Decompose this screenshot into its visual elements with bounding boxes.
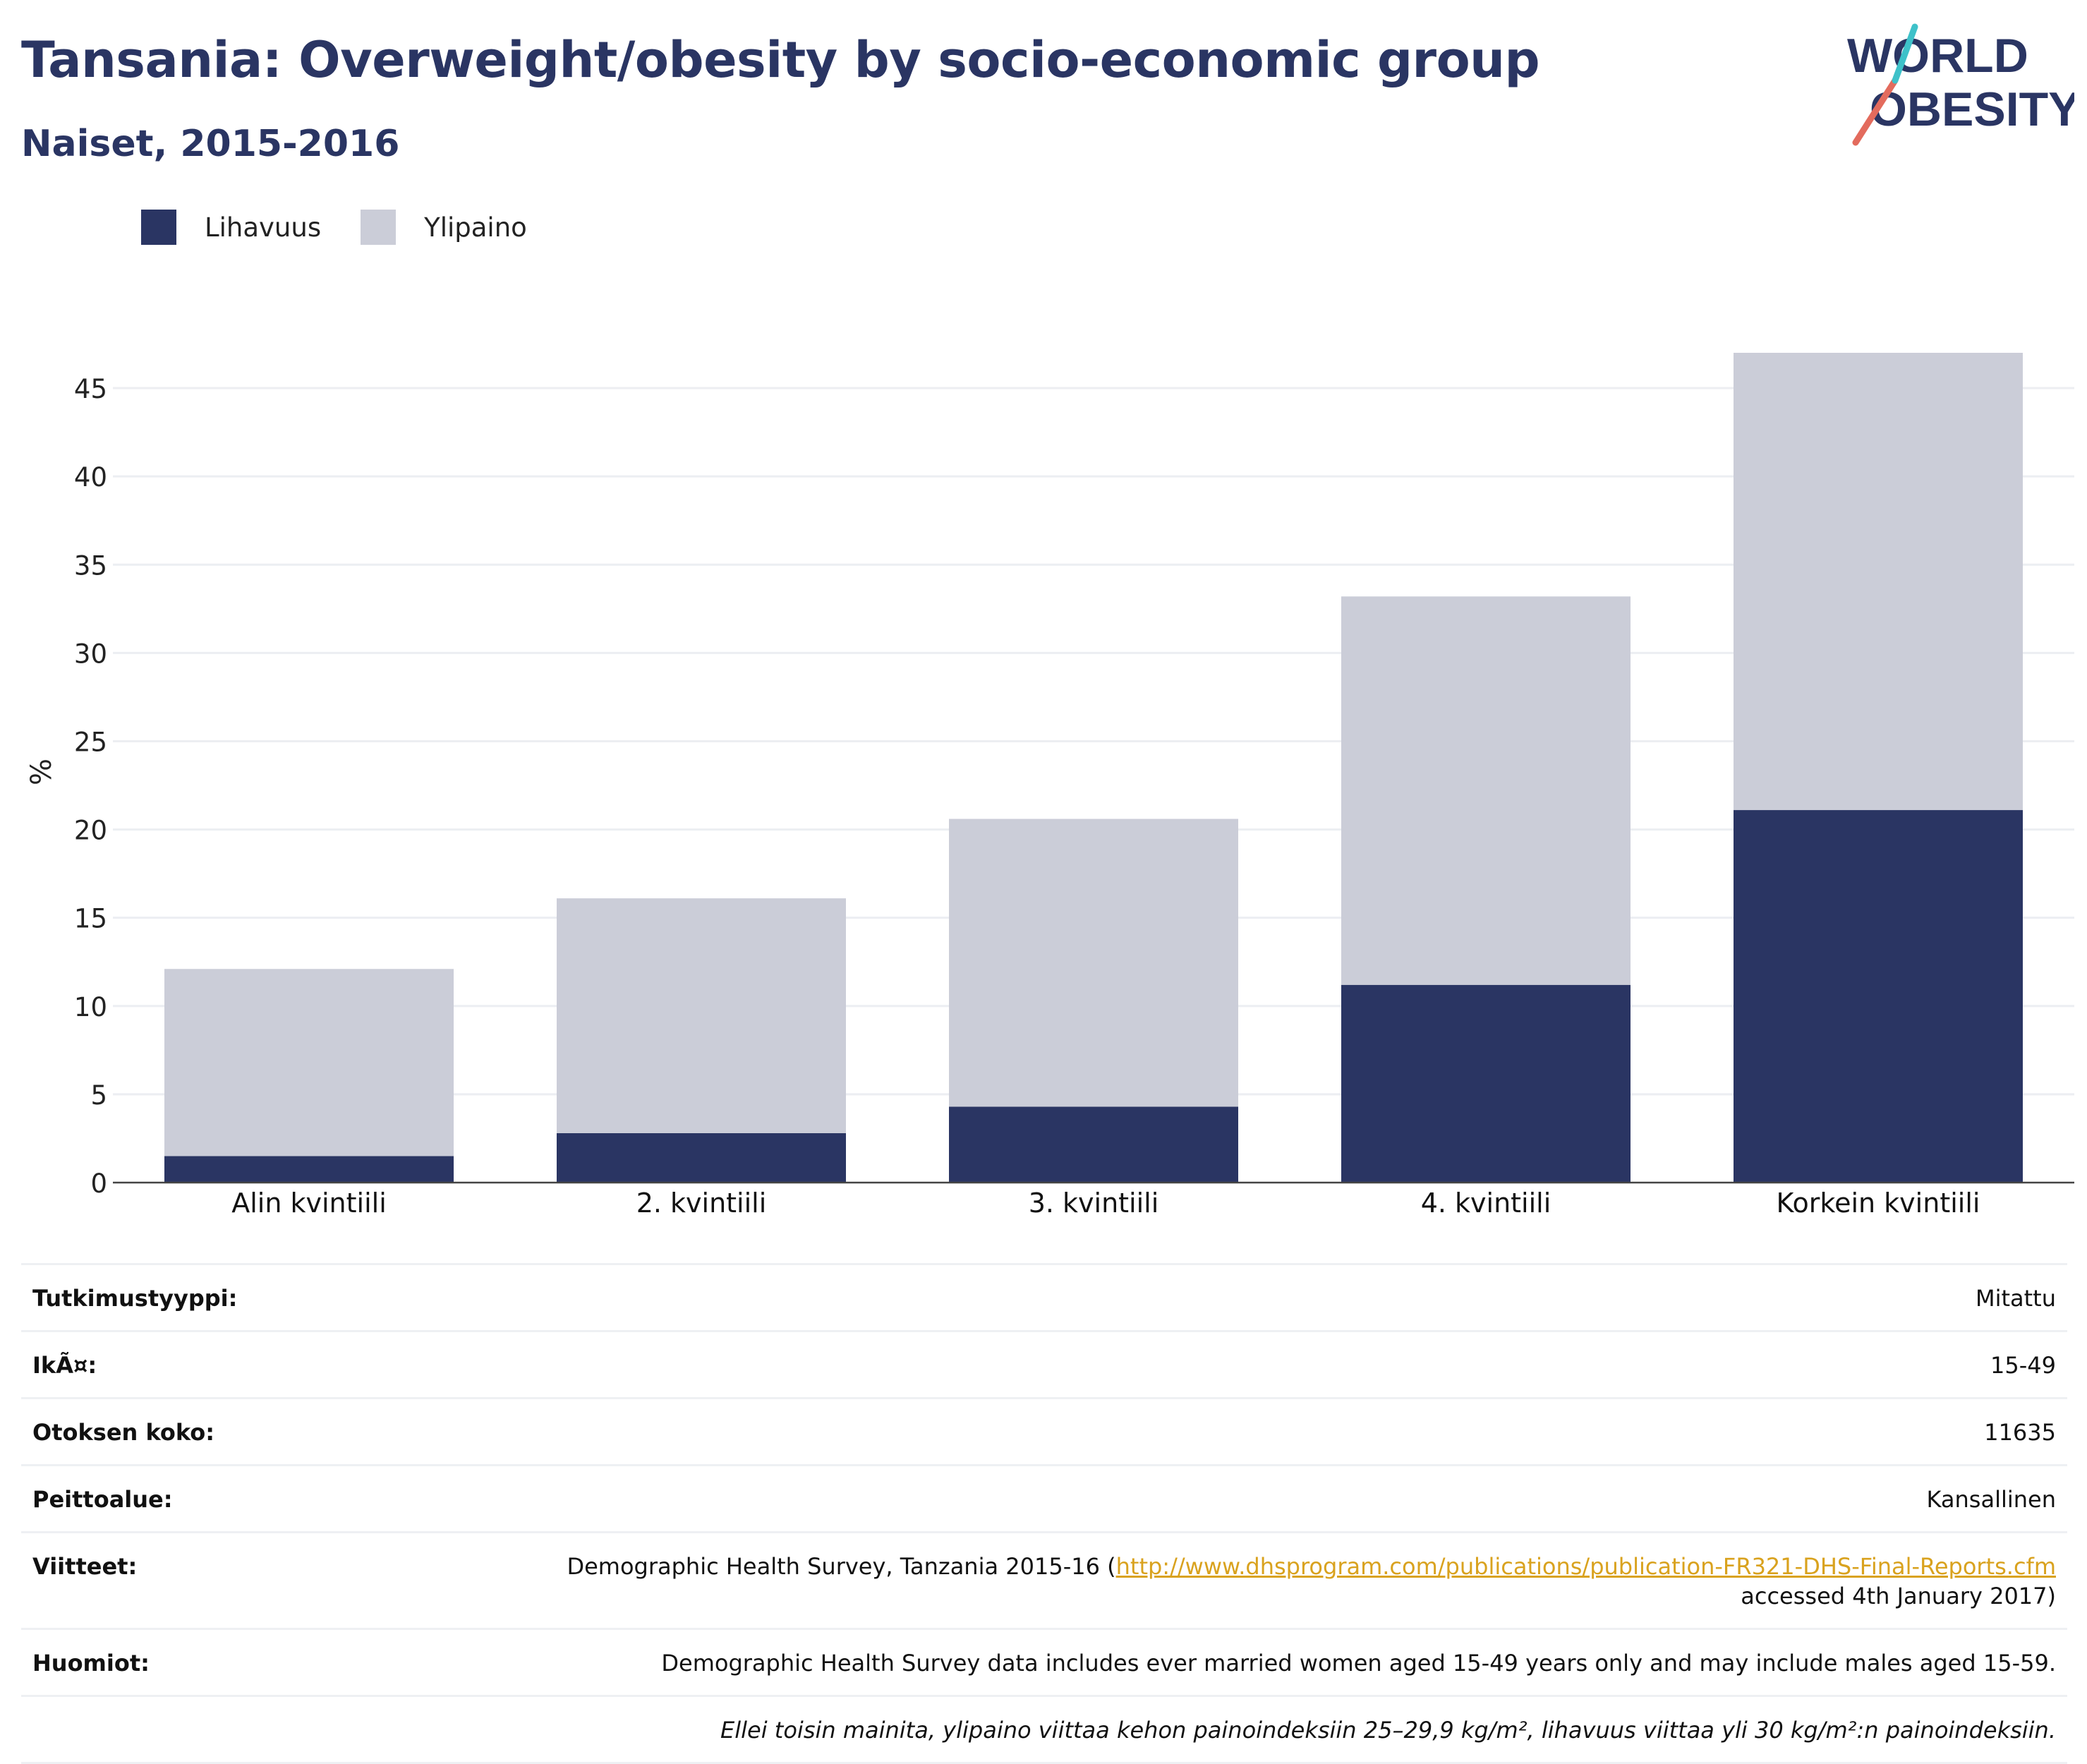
bar-overweight — [1341, 596, 1631, 985]
x-tick-label: 3. kvintiili — [1029, 1188, 1159, 1219]
reference-link[interactable]: http://www.dhsprogram.com/publications/p… — [1115, 1553, 2056, 1580]
meta-row-coverage: Peittoalue: Kansallinen — [21, 1466, 2067, 1533]
footnote: Ellei toisin mainita, ylipaino viittaa k… — [720, 1717, 2056, 1744]
y-tick-label: 15 — [74, 904, 107, 934]
bar-obesity — [557, 1132, 846, 1183]
meta-key: Otoksen koko: — [32, 1419, 215, 1446]
bar-obesity — [1341, 984, 1631, 1183]
bar-obesity — [1734, 810, 2023, 1183]
bar-overweight — [949, 818, 1238, 1107]
x-tick-labels: Alin kvintiili 2. kvintiili 3. kvintiili 4.… — [231, 1188, 1980, 1219]
chart-subtitle: Naiset, 2015-2016 — [21, 123, 400, 165]
x-tick-label: Alin kvintiili — [231, 1188, 387, 1219]
logo-text-obesity: OBESITY — [1870, 83, 2074, 136]
bar-overweight — [1734, 353, 2023, 811]
reference-text: Demographic Health Survey, Tanzania 2015… — [567, 1553, 1116, 1580]
y-tick-labels: 0 5 10 15 20 25 30 35 40 45 — [74, 374, 107, 1199]
meta-value: 15-49 — [1990, 1352, 2056, 1379]
chart-title: Tansania: Overweight/obesity by socio-ec… — [21, 31, 1540, 89]
bar-obesity — [164, 1156, 454, 1183]
stacked-bar-chart: 0 5 10 15 20 25 30 35 40 45 Alin kvintiili 2. kvin… — [25, 353, 2074, 1219]
y-tick-label: 20 — [74, 816, 107, 846]
meta-key: Peittoalue: — [32, 1486, 173, 1513]
legend-item-overweight[interactable]: Ylipaino — [361, 210, 527, 245]
logo-text-world: WORLD — [1847, 29, 2028, 83]
meta-value-references: Demographic Health Survey, Tanzania 2015… — [567, 1552, 2056, 1611]
world-obesity-logo: WORLD OBESITY — [1847, 23, 2074, 146]
meta-row-sample-size: Otoksen koko: 11635 — [21, 1399, 2067, 1466]
y-axis-label: % — [25, 759, 58, 785]
legend-swatch-overweight — [361, 210, 397, 245]
bar-overweight — [164, 969, 454, 1156]
x-tick-label: Korkein kvintiili — [1777, 1188, 1980, 1219]
meta-value: Kansallinen — [1926, 1486, 2056, 1513]
meta-key: IkÃ¤: — [32, 1352, 97, 1379]
logo-slash-red — [1852, 77, 1899, 146]
y-tick-label: 25 — [74, 727, 107, 757]
y-tick-label: 35 — [74, 550, 107, 581]
meta-value: Demographic Health Survey data includes … — [661, 1650, 2056, 1677]
meta-row-footnote: Ellei toisin mainita, ylipaino viittaa k… — [21, 1697, 2067, 1764]
reference-accessed: accessed 4th January 2017) — [1741, 1583, 2056, 1609]
meta-row-study-type: Tutkimustyyppi: Mitattu — [21, 1265, 2067, 1332]
y-tick-label: 5 — [90, 1080, 107, 1111]
meta-key: Huomiot: — [32, 1650, 150, 1677]
chart-legend: Lihavuus Ylipaino — [141, 209, 567, 246]
meta-row-references: Viitteet: Demographic Health Survey, Tan… — [21, 1533, 2067, 1630]
meta-row-notes: Huomiot: Demographic Health Survey data … — [21, 1630, 2067, 1697]
legend-swatch-obesity — [141, 210, 176, 245]
meta-value: 11635 — [1984, 1419, 2056, 1446]
y-tick-label: 45 — [74, 374, 107, 404]
bar-obesity — [949, 1106, 1238, 1183]
x-tick-label: 2. kvintiili — [636, 1188, 767, 1219]
meta-value: Mitattu — [1975, 1285, 2056, 1312]
metadata-table: Tutkimustyyppi: Mitattu IkÃ¤: 15-49 Otok… — [21, 1263, 2067, 1764]
y-tick-label: 10 — [74, 992, 107, 1022]
y-tick-label: 40 — [74, 462, 107, 493]
legend-item-obesity[interactable]: Lihavuus — [141, 210, 321, 245]
meta-row-age: IkÃ¤: 15-49 — [21, 1332, 2067, 1399]
legend-label-overweight: Ylipaino — [424, 212, 527, 243]
x-tick-label: 4. kvintiili — [1421, 1188, 1551, 1219]
y-tick-label: 0 — [90, 1168, 107, 1199]
bars — [164, 353, 2023, 1183]
meta-key: Viitteet: — [32, 1553, 138, 1580]
legend-label-obesity: Lihavuus — [205, 212, 322, 243]
y-tick-label: 30 — [74, 639, 107, 669]
logo-slash-teal — [1892, 23, 1918, 84]
meta-key: Tutkimustyyppi: — [32, 1285, 238, 1312]
bar-overweight — [557, 898, 846, 1133]
